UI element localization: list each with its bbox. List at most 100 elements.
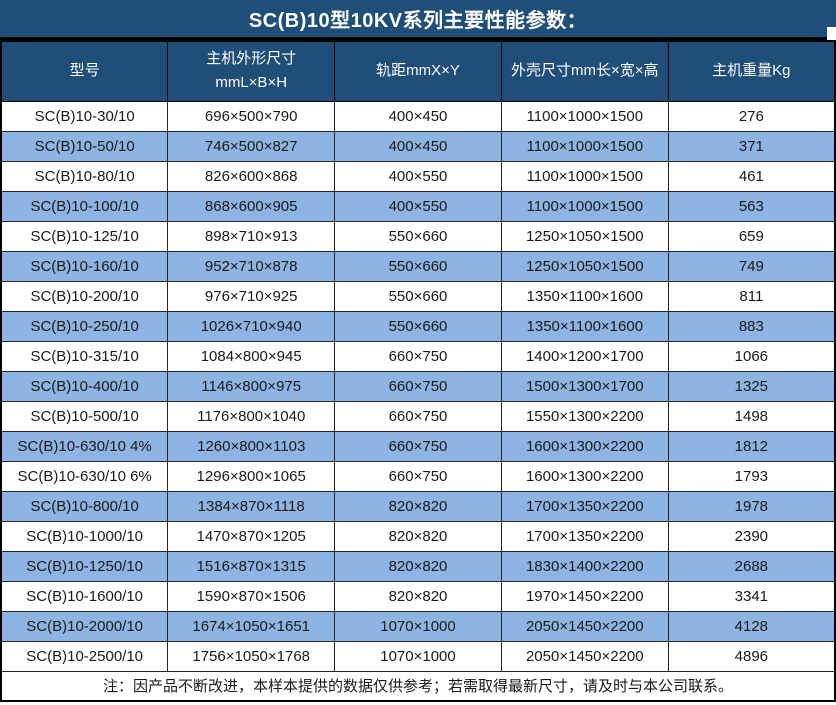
table-cell: SC(B)10-315/10 (1, 341, 168, 371)
table-row: SC(B)10-250/101026×710×940550×6601350×11… (1, 311, 835, 341)
table-cell: 563 (668, 191, 835, 221)
table-cell: 2050×1450×2200 (501, 611, 668, 641)
table-row: SC(B)10-200/10976×710×925550×6601350×110… (1, 281, 835, 311)
table-row: SC(B)10-400/101146×800×975660×7501500×13… (1, 371, 835, 401)
table-cell: 2688 (668, 551, 835, 581)
table-cell: 1250×1050×1500 (501, 221, 668, 251)
table-row: SC(B)10-800/101384×870×1118820×8201700×1… (1, 491, 835, 521)
table-cell: 1830×1400×2200 (501, 551, 668, 581)
table-cell: 811 (668, 281, 835, 311)
table-cell: 1146×800×975 (168, 371, 335, 401)
table-cell: 1674×1050×1651 (168, 611, 335, 641)
page-title: SC(B)10型10KV系列主要性能参数： (0, 0, 836, 40)
table-cell: SC(B)10-630/10 4% (1, 431, 168, 461)
column-header: 外壳尺寸mm长×宽×高 (501, 41, 668, 101)
table-row: SC(B)10-50/10746×500×827400×4501100×1000… (1, 131, 835, 161)
table-cell: 1700×1350×2200 (501, 521, 668, 551)
table-row: SC(B)10-30/10696×500×790400×4501100×1000… (1, 101, 835, 131)
table-cell: 1026×710×940 (168, 311, 335, 341)
table-cell: 550×660 (335, 221, 502, 251)
table-cell: 1350×1100×1600 (501, 281, 668, 311)
table-cell: 550×660 (335, 251, 502, 281)
table-cell: 4896 (668, 641, 835, 671)
table-cell: 1498 (668, 401, 835, 431)
table-cell: 2050×1450×2200 (501, 641, 668, 671)
table-cell: SC(B)10-500/10 (1, 401, 168, 431)
table-cell: 898×710×913 (168, 221, 335, 251)
table-row: SC(B)10-100/10868×600×905400×5501100×100… (1, 191, 835, 221)
table-cell: SC(B)10-100/10 (1, 191, 168, 221)
table-row: SC(B)10-2000/101674×1050×16511070×100020… (1, 611, 835, 641)
column-header: 主机重量Kg (668, 41, 835, 101)
table-cell: 1250×1050×1500 (501, 251, 668, 281)
table-cell: 1793 (668, 461, 835, 491)
column-header: 主机外形尺寸 mmL×B×H (168, 41, 335, 101)
table-cell: 1812 (668, 431, 835, 461)
table-row: SC(B)10-500/101176×800×1040660×7501550×1… (1, 401, 835, 431)
table-cell: 660×750 (335, 431, 502, 461)
table-cell: SC(B)10-1250/10 (1, 551, 168, 581)
table-cell: 400×450 (335, 101, 502, 131)
table-cell: 400×550 (335, 161, 502, 191)
table-cell: 550×660 (335, 311, 502, 341)
table-row: SC(B)10-630/10 4%1260×800×1103660×750160… (1, 431, 835, 461)
table-cell: SC(B)10-2500/10 (1, 641, 168, 671)
note-row: 注：因产品不断改进，本样本提供的数据仅供参考；若需取得最新尺寸，请及时与本公司联… (1, 671, 835, 701)
table-cell: 1176×800×1040 (168, 401, 335, 431)
table-row: SC(B)10-1000/101470×870×1205820×8201700×… (1, 521, 835, 551)
table-cell: SC(B)10-630/10 6% (1, 461, 168, 491)
table-cell: 1978 (668, 491, 835, 521)
table-cell: 1100×1000×1500 (501, 101, 668, 131)
table-cell: SC(B)10-1600/10 (1, 581, 168, 611)
table-cell: 1600×1300×2200 (501, 461, 668, 491)
table-cell: 1700×1350×2200 (501, 491, 668, 521)
spec-sheet-page: SC(B)10型10KV系列主要性能参数： 型号主机外形尺寸 mmL×B×H轨距… (0, 0, 836, 705)
table-cell: 1296×800×1065 (168, 461, 335, 491)
table-cell: 550×660 (335, 281, 502, 311)
table-cell: 820×820 (335, 551, 502, 581)
table-row: SC(B)10-630/10 6%1296×800×1065660×750160… (1, 461, 835, 491)
table-cell: 820×820 (335, 521, 502, 551)
table-cell: 696×500×790 (168, 101, 335, 131)
table-cell: 1084×800×945 (168, 341, 335, 371)
corner-notch (827, 27, 836, 40)
table-cell: 1500×1300×1700 (501, 371, 668, 401)
table-header-row: 型号主机外形尺寸 mmL×B×H轨距mmX×Y外壳尺寸mm长×宽×高主机重量Kg (1, 41, 835, 101)
table-cell: 1550×1300×2200 (501, 401, 668, 431)
table-cell: 660×750 (335, 371, 502, 401)
table-cell: 1070×1000 (335, 611, 502, 641)
table-cell: 4128 (668, 611, 835, 641)
table-cell: 868×600×905 (168, 191, 335, 221)
column-header: 型号 (1, 41, 168, 101)
table-cell: SC(B)10-125/10 (1, 221, 168, 251)
table-cell: 1516×870×1315 (168, 551, 335, 581)
table-cell: 1100×1000×1500 (501, 161, 668, 191)
table-cell: SC(B)10-400/10 (1, 371, 168, 401)
table-cell: 2390 (668, 521, 835, 551)
table-cell: SC(B)10-160/10 (1, 251, 168, 281)
table-row: SC(B)10-2500/101756×1050×17681070×100020… (1, 641, 835, 671)
table-cell: 820×820 (335, 581, 502, 611)
table-cell: 1350×1100×1600 (501, 311, 668, 341)
table-cell: 826×600×868 (168, 161, 335, 191)
table-cell: 660×750 (335, 461, 502, 491)
table-cell: SC(B)10-250/10 (1, 311, 168, 341)
table-cell: 1325 (668, 371, 835, 401)
table-cell: 952×710×878 (168, 251, 335, 281)
table-cell: 371 (668, 131, 835, 161)
table-cell: 1066 (668, 341, 835, 371)
table-cell: 1260×800×1103 (168, 431, 335, 461)
table-row: SC(B)10-160/10952×710×878550×6601250×105… (1, 251, 835, 281)
table-cell: 1384×870×1118 (168, 491, 335, 521)
table-cell: 400×550 (335, 191, 502, 221)
table-cell: 1590×870×1506 (168, 581, 335, 611)
table-cell: 883 (668, 311, 835, 341)
table-cell: SC(B)10-200/10 (1, 281, 168, 311)
table-cell: SC(B)10-80/10 (1, 161, 168, 191)
table-row: SC(B)10-125/10898×710×913550×6601250×105… (1, 221, 835, 251)
table-cell: 1756×1050×1768 (168, 641, 335, 671)
table-cell: SC(B)10-50/10 (1, 131, 168, 161)
table-cell: SC(B)10-1000/10 (1, 521, 168, 551)
table-cell: 461 (668, 161, 835, 191)
table-cell: 659 (668, 221, 835, 251)
